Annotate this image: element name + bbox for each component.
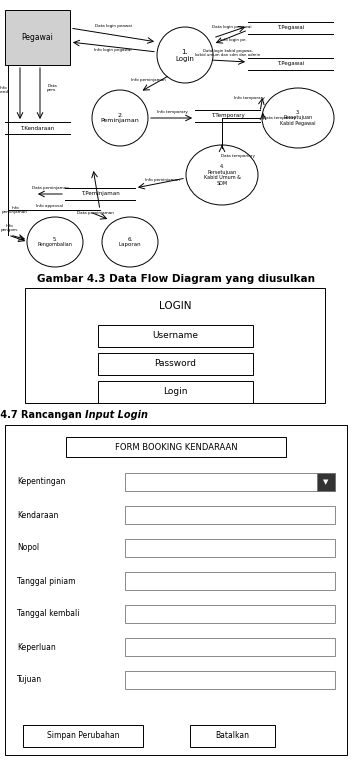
Text: Info
kend.: Info kend. [0, 86, 10, 94]
Text: 3.
Persetujuan
Kabid Pegawai: 3. Persetujuan Kabid Pegawai [280, 110, 316, 126]
Text: 2.
Peminjaman: 2. Peminjaman [101, 112, 139, 123]
Text: Batalkan: Batalkan [215, 731, 250, 741]
Ellipse shape [157, 27, 213, 83]
Text: Info
pengom.: Info pengom. [1, 224, 19, 232]
Text: Info temporary: Info temporary [157, 110, 187, 114]
Ellipse shape [262, 88, 334, 148]
Text: Pegawai: Pegawai [21, 33, 53, 42]
Text: Keperluan: Keperluan [17, 642, 56, 652]
Bar [23, 725, 143, 747]
Text: T.Pegawai: T.Pegawai [277, 61, 304, 67]
Text: Login: Login [163, 388, 187, 396]
Text: Data peminjaman: Data peminjaman [32, 186, 68, 190]
Text: ▼: ▼ [323, 479, 329, 485]
Bar [125, 671, 335, 689]
Text: Data login peawai: Data login peawai [95, 24, 131, 28]
Text: Data login pegawai: Data login pegawai [212, 25, 252, 29]
Bar [125, 473, 335, 491]
Text: Info
peminjaman: Info peminjaman [2, 206, 28, 214]
Text: LOGIN: LOGIN [159, 301, 191, 311]
Text: 6.
Laporan: 6. Laporan [119, 237, 141, 248]
Text: Password: Password [154, 359, 196, 368]
Text: Tanggal piniam: Tanggal piniam [17, 577, 75, 585]
Text: Username: Username [152, 331, 198, 341]
Text: Info approval: Info approval [37, 204, 63, 208]
Ellipse shape [102, 217, 158, 267]
Text: Tanggal kembali: Tanggal kembali [17, 609, 80, 618]
Text: Gambar 4.3 Data Flow Diagram yang diusulkan: Gambar 4.3 Data Flow Diagram yang diusul… [37, 274, 315, 284]
Text: Data
pem.: Data pem. [47, 84, 57, 92]
Text: Data temporary: Data temporary [263, 116, 295, 120]
Ellipse shape [92, 90, 148, 146]
Bar [190, 725, 275, 747]
Bar [125, 506, 335, 524]
Ellipse shape [186, 145, 258, 205]
Text: Data peminjaman: Data peminjaman [77, 211, 113, 215]
Text: Simpan Perubahan: Simpan Perubahan [47, 731, 119, 741]
Text: Data temporiary: Data temporiary [221, 154, 255, 158]
Text: Data login kabid pegawa,
kabid umum dan sdm dan admin: Data login kabid pegawa, kabid umum dan … [195, 49, 260, 57]
Text: 5.
Pengombalian: 5. Pengombalian [38, 237, 73, 248]
Bar [98, 325, 252, 347]
Bar [66, 437, 286, 457]
Bar [98, 381, 252, 403]
Text: Info login pe.: Info login pe. [220, 38, 246, 42]
Text: Nopol: Nopol [17, 543, 39, 553]
Text: T.Temporary: T.Temporary [210, 114, 244, 118]
Bar [125, 539, 335, 557]
Text: FORM BOOKING KENDARAAN: FORM BOOKING KENDARAAN [115, 443, 237, 451]
Text: Gambar 4.7 Rancangan: Gambar 4.7 Rancangan [0, 410, 85, 420]
Bar [5, 10, 70, 65]
Text: Info tomporary: Info tomporary [234, 96, 264, 100]
Bar [317, 473, 335, 491]
Text: 1.
Login: 1. Login [176, 49, 194, 61]
Text: T.Pegawai: T.Pegawai [277, 26, 304, 30]
Ellipse shape [27, 217, 83, 267]
Bar [98, 353, 252, 375]
Bar [125, 572, 335, 590]
Text: Info login pegawai: Info login pegawai [94, 48, 132, 52]
Bar [125, 605, 335, 623]
Text: Input Login: Input Login [85, 410, 148, 420]
Text: T.Kendaraan: T.Kendaraan [20, 125, 55, 131]
Text: T.Peminjaman: T.Peminjaman [81, 191, 119, 197]
Text: Info peminjaman: Info peminjaman [131, 78, 165, 82]
Bar [5, 425, 347, 755]
Bar [25, 288, 325, 403]
Text: Info peminjaman: Info peminjaman [145, 178, 180, 182]
Text: Tujuan: Tujuan [17, 676, 42, 684]
Text: 4.
Persetujuan
Kabid Umum &
SDM: 4. Persetujuan Kabid Umum & SDM [203, 164, 240, 187]
Bar [125, 638, 335, 656]
Text: Kepentingan: Kepentingan [17, 478, 65, 487]
Text: Kendaraan: Kendaraan [17, 511, 58, 519]
